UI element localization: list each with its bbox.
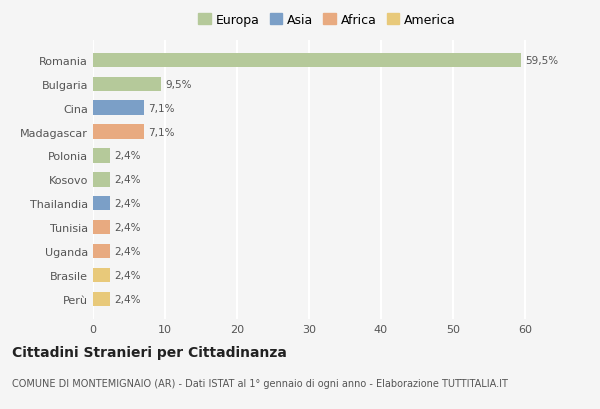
- Bar: [93, 173, 110, 187]
- Text: 59,5%: 59,5%: [525, 56, 558, 66]
- Bar: [93, 197, 110, 211]
- Bar: [93, 54, 521, 68]
- Bar: [93, 77, 161, 92]
- Text: COMUNE DI MONTEMIGNAIO (AR) - Dati ISTAT al 1° gennaio di ogni anno - Elaborazio: COMUNE DI MONTEMIGNAIO (AR) - Dati ISTAT…: [12, 378, 508, 388]
- Bar: [93, 101, 144, 116]
- Text: 2,4%: 2,4%: [114, 199, 140, 209]
- Text: 2,4%: 2,4%: [114, 294, 140, 304]
- Text: 2,4%: 2,4%: [114, 247, 140, 256]
- Text: 7,1%: 7,1%: [148, 127, 174, 137]
- Bar: [93, 125, 144, 139]
- Text: 2,4%: 2,4%: [114, 151, 140, 161]
- Text: 2,4%: 2,4%: [114, 175, 140, 185]
- Text: Cittadini Stranieri per Cittadinanza: Cittadini Stranieri per Cittadinanza: [12, 346, 287, 360]
- Bar: [93, 292, 110, 306]
- Text: 7,1%: 7,1%: [148, 103, 174, 113]
- Text: 2,4%: 2,4%: [114, 270, 140, 280]
- Legend: Europa, Asia, Africa, America: Europa, Asia, Africa, America: [196, 11, 458, 29]
- Bar: [93, 149, 110, 163]
- Text: 9,5%: 9,5%: [165, 80, 191, 90]
- Bar: [93, 244, 110, 258]
- Text: 2,4%: 2,4%: [114, 222, 140, 233]
- Bar: [93, 268, 110, 283]
- Bar: [93, 220, 110, 235]
